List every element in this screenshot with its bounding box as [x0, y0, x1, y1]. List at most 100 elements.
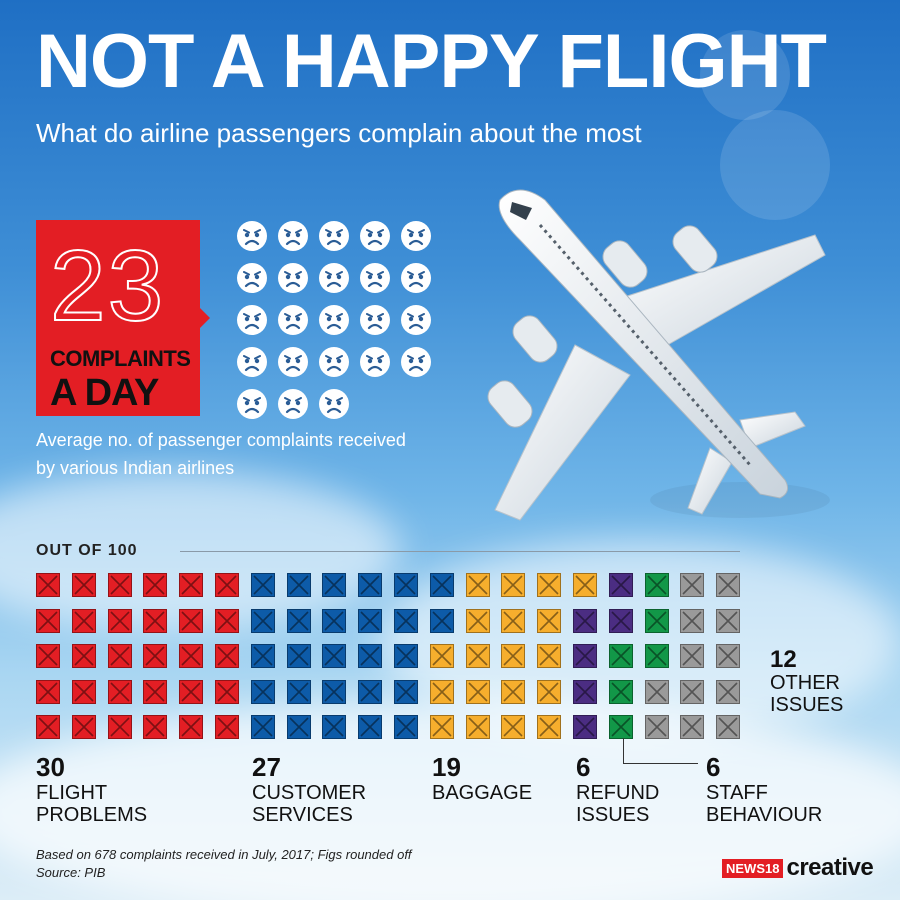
waffle-cell-refund	[573, 608, 597, 633]
divider	[180, 551, 740, 552]
pointer-arrow	[200, 308, 210, 328]
waffle-cell-customer	[322, 679, 347, 704]
sad-face-icon	[360, 263, 390, 293]
waffle-cell-baggage	[465, 715, 490, 739]
waffle-cell-flight	[107, 679, 132, 704]
sad-face-icon	[319, 389, 349, 419]
category-label-line1: REFUND	[576, 782, 660, 804]
waffle-cell-staff	[608, 715, 633, 739]
waffle-cell-flight	[215, 644, 239, 668]
sad-face-icon	[237, 221, 267, 251]
complaints-label: COMPLAINTS	[50, 346, 191, 371]
waffle-cell-baggage	[465, 679, 490, 704]
category-label-line1: BAGGAGE	[432, 782, 533, 804]
waffle-cell-flight	[143, 679, 168, 704]
out-of-label: OUT OF 100	[36, 542, 138, 559]
waffle-cell-baggage	[537, 715, 562, 739]
waffle-cell-customer	[322, 573, 347, 597]
waffle-cell-customer	[358, 608, 383, 633]
waffle-cell-flight	[179, 608, 204, 633]
category-other-issues: OTHER ISSUES	[770, 672, 850, 716]
waffle-cell-flight	[36, 715, 60, 739]
waffle-cell-baggage	[501, 715, 526, 739]
sad-face-icon	[401, 263, 431, 293]
waffle-cell-flight	[143, 715, 168, 739]
waffle-cell-other	[680, 715, 705, 739]
category-value-other: 12	[770, 646, 797, 673]
waffle-cell-customer	[286, 644, 311, 668]
category-label-line1: STAFF	[706, 782, 768, 804]
waffle-cell-customer	[322, 644, 347, 668]
sad-face-icon	[319, 305, 349, 335]
waffle-cell-customer	[429, 573, 454, 597]
waffle-cell-baggage	[501, 679, 526, 704]
waffle-cell-baggage	[501, 573, 526, 597]
waffle-cell-flight	[215, 608, 239, 633]
waffle-cell-customer	[394, 679, 418, 704]
waffle-cell-customer	[250, 608, 275, 633]
category-staff-behaviour: 6 STAFF BEHAVIOUR	[706, 752, 866, 826]
a-day-label: A DAY	[50, 372, 159, 414]
category-label-line2: ISSUES	[770, 694, 844, 716]
waffle-cell-customer	[322, 608, 347, 633]
complaints-per-day-number: 23	[49, 230, 166, 342]
sad-face-icon	[278, 263, 308, 293]
waffle-cell-refund	[573, 644, 597, 668]
waffle-cell-flight	[179, 644, 204, 668]
waffle-cell-flight	[179, 715, 204, 739]
sad-face-icon	[278, 347, 308, 377]
waffle-cell-flight	[107, 715, 132, 739]
sad-face-icon	[319, 221, 349, 251]
category-customer-services: 27 CUSTOMER SERVICES	[252, 752, 422, 826]
waffle-cell-baggage	[501, 644, 526, 668]
sad-face-icon	[360, 221, 390, 251]
waffle-cell-baggage	[537, 644, 562, 668]
sad-face-icon	[237, 305, 267, 335]
waffle-cell-baggage	[429, 679, 454, 704]
waffle-cell-flight	[36, 573, 60, 597]
sad-face-icon	[401, 305, 431, 335]
waffle-cell-staff	[608, 679, 633, 704]
waffle-cell-other	[716, 715, 741, 739]
news18-creative-logo: NEWS18 creative	[722, 854, 874, 882]
category-value: 6	[576, 752, 591, 782]
waffle-cell-baggage	[537, 573, 562, 597]
waffle-cell-flight	[71, 644, 96, 668]
waffle-cell-customer	[286, 715, 311, 739]
sad-face-icon	[237, 389, 267, 419]
daily-description: Average no. of passenger complaints rece…	[36, 430, 406, 478]
waffle-cell-flight	[71, 573, 96, 597]
sad-face-icon	[360, 305, 390, 335]
waffle-cell-flight	[179, 679, 204, 704]
sad-face-icon	[319, 263, 349, 293]
category-refund-issues: 6 REFUND ISSUES	[576, 752, 676, 826]
waffle-cell-customer	[394, 715, 418, 739]
footnote-basis: Based on 678 complaints received in July…	[36, 847, 412, 862]
waffle-cell-customer	[250, 644, 275, 668]
waffle-cell-customer	[429, 608, 454, 633]
airplane-icon	[487, 189, 830, 521]
sad-face-icon	[237, 347, 267, 377]
category-label-line2: PROBLEMS	[36, 804, 148, 826]
category-label-line1: OTHER	[770, 672, 840, 694]
waffle-cell-flight	[107, 573, 132, 597]
waffle-cell-flight	[36, 608, 60, 633]
bokeh-circle	[700, 30, 790, 120]
waffle-cell-refund	[573, 679, 597, 704]
category-label-line2: SERVICES	[252, 804, 353, 826]
waffle-cell-customer	[286, 573, 311, 597]
waffle-cell-other	[716, 644, 741, 668]
waffle-cell-customer	[394, 573, 418, 597]
waffle-cell-baggage	[465, 608, 490, 633]
waffle-cell-baggage	[429, 644, 454, 668]
waffle-cell-flight	[71, 715, 96, 739]
staff-connector-vertical	[623, 738, 624, 764]
footnote: Based on 678 complaints received in July…	[36, 846, 412, 882]
waffle-cell-flight	[215, 679, 239, 704]
waffle-cell-staff	[644, 608, 669, 633]
waffle-cell-flight	[36, 644, 60, 668]
sad-face-icon	[401, 221, 431, 251]
waffle-cell-other	[680, 608, 705, 633]
waffle-cell-customer	[250, 573, 275, 597]
